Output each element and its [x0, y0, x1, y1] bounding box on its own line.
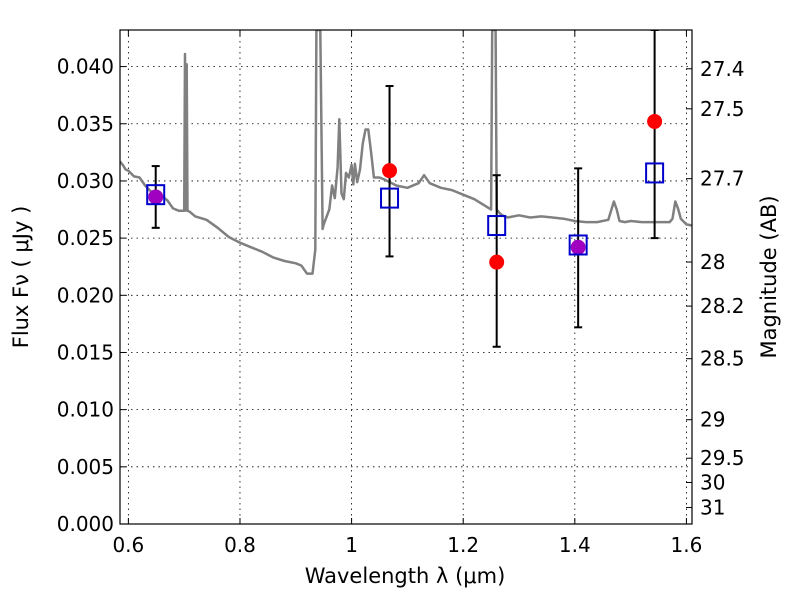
y-tick-label: 0.000	[57, 512, 114, 536]
observed-point	[382, 163, 398, 179]
model-spectrum-line	[120, 30, 692, 275]
plot-frame	[119, 29, 693, 525]
model-photometry-square	[645, 162, 665, 184]
right-tick-label: 27.7	[700, 167, 745, 191]
y-axis-label: Flux Fν ( μJy )	[9, 206, 33, 349]
y-tick-label: 0.035	[57, 112, 114, 136]
x-axis-label: Wavelength λ (μm)	[305, 564, 506, 588]
observed-point	[647, 113, 663, 129]
model-photometry-square	[487, 215, 507, 237]
axes: 0.6 0.8 1 1.2 1.4 1.6 0.000 0.005 0.010 0.015 0.02…	[57, 29, 745, 557]
right-axis-label: Magnitude (AB)	[757, 195, 781, 358]
observed-point	[570, 239, 586, 255]
right-tick-label: 30	[700, 470, 725, 494]
right-tick-label: 31	[700, 495, 725, 519]
x-tick-label: 1.2	[447, 533, 479, 557]
right-tick-label: 27.5	[700, 97, 745, 121]
observed-point	[148, 189, 164, 205]
y-tick-label: 0.025	[57, 226, 114, 250]
y-tick-label: 0.040	[57, 55, 114, 79]
model-photometry-square	[380, 187, 400, 209]
grid	[120, 30, 692, 525]
right-tick-label: 29	[700, 408, 725, 432]
x-tick-label: 0.6	[112, 533, 144, 557]
plot-area	[120, 30, 692, 348]
right-tick-label: 27.4	[700, 57, 745, 81]
x-tick-label: 1.6	[671, 533, 703, 557]
right-tick-label: 29.5	[700, 446, 745, 470]
y-tick-label: 0.005	[57, 455, 114, 479]
y-tick-label: 0.020	[57, 283, 114, 307]
right-tick-label: 28	[700, 250, 725, 274]
x-tick-label: 0.8	[224, 533, 256, 557]
right-tick-label: 28.5	[700, 347, 745, 371]
observed-point	[489, 254, 505, 270]
model-photometry-square	[568, 234, 588, 256]
model-photometry-square	[146, 184, 166, 206]
x-tick-label: 1.4	[559, 533, 591, 557]
y-tick-label: 0.030	[57, 169, 114, 193]
y-tick-label: 0.015	[57, 340, 114, 364]
y-tick-label: 0.010	[57, 398, 114, 422]
right-tick-label: 28.2	[700, 294, 745, 318]
x-tick-label: 1	[345, 533, 358, 557]
